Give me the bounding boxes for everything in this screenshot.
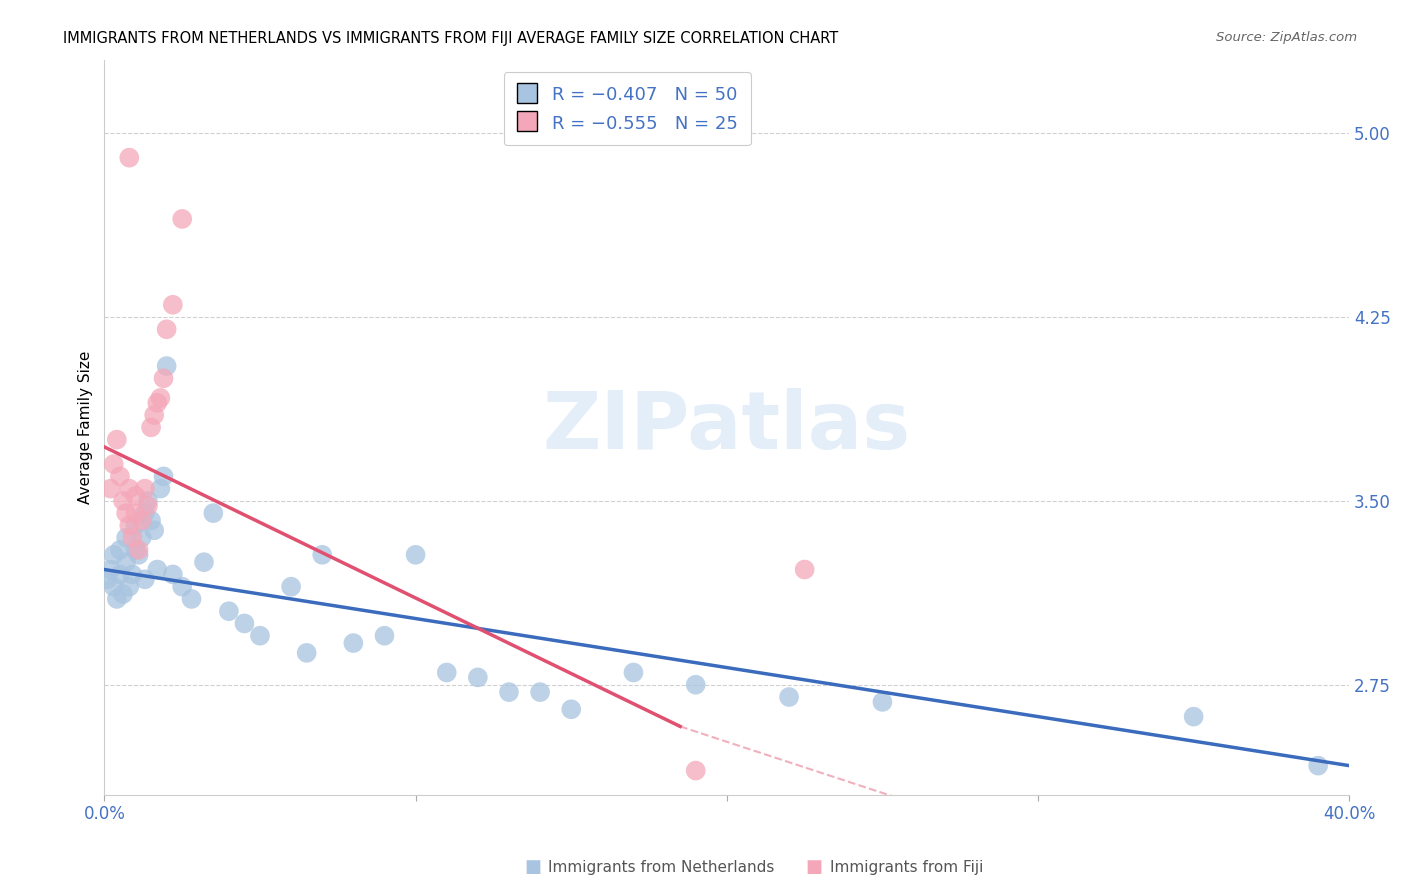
Point (136, 499, 159, 513)
Point (118, 518, 141, 533)
Point (156, 359, 179, 373)
Point (146, 562, 169, 576)
Point (105, 591, 128, 606)
Point (498, 685, 520, 699)
Point (311, 548, 333, 562)
Point (685, 764, 707, 778)
Point (134, 572, 156, 586)
Point (249, 629, 271, 643)
Point (143, 408, 166, 422)
Point (124, 518, 146, 533)
Point (280, 580, 302, 594)
Point (156, 322, 179, 336)
Point (108, 469, 131, 483)
Point (436, 665, 458, 680)
Point (103, 548, 125, 562)
Point (373, 629, 395, 643)
Point (793, 562, 815, 576)
Point (623, 665, 645, 680)
Point (105, 433, 128, 447)
Point (1308, 758, 1330, 772)
Point (103, 580, 125, 594)
Point (121, 531, 143, 545)
Point (124, 542, 146, 557)
Point (218, 604, 240, 618)
Point (112, 587, 135, 601)
Point (124, 506, 146, 520)
Text: Immigrants from Netherlands: Immigrants from Netherlands (548, 860, 775, 874)
Point (118, 482, 141, 496)
Point (134, 482, 156, 496)
Point (162, 298, 184, 312)
Text: ■: ■ (806, 858, 823, 876)
Text: Source: ZipAtlas.com: Source: ZipAtlas.com (1216, 31, 1357, 45)
Point (1182, 709, 1205, 723)
Point (100, 482, 122, 496)
Text: Immigrants from Fiji: Immigrants from Fiji (830, 860, 983, 874)
Point (685, 678, 707, 692)
Point (115, 531, 138, 545)
Point (233, 616, 256, 631)
Point (146, 396, 169, 410)
Point (560, 702, 582, 716)
Point (295, 646, 318, 660)
Text: IMMIGRANTS FROM NETHERLANDS VS IMMIGRANTS FROM FIJI AVERAGE FAMILY SIZE CORRELAT: IMMIGRANTS FROM NETHERLANDS VS IMMIGRANT… (63, 31, 838, 46)
Point (162, 567, 184, 582)
Text: ZIPatlas: ZIPatlas (543, 388, 911, 467)
Point (118, 151, 141, 165)
Point (108, 542, 131, 557)
Point (143, 524, 166, 538)
Y-axis label: Average Family Size: Average Family Size (79, 351, 93, 504)
Point (136, 494, 159, 508)
Point (112, 494, 135, 508)
Point (100, 562, 122, 576)
Point (96, 572, 118, 586)
Point (149, 391, 172, 405)
Point (124, 489, 146, 503)
Point (180, 591, 202, 606)
Text: ■: ■ (524, 858, 541, 876)
Point (103, 457, 125, 471)
Point (529, 685, 551, 699)
Point (202, 506, 225, 520)
Point (134, 506, 156, 520)
Point (152, 469, 174, 483)
Point (139, 514, 162, 528)
Point (193, 555, 215, 569)
Point (778, 690, 800, 704)
Point (108, 567, 131, 582)
Point (115, 506, 138, 520)
Point (128, 542, 150, 557)
Point (128, 548, 150, 562)
Point (115, 555, 138, 569)
Point (467, 670, 489, 684)
Legend: R = −0.407   N = 50, R = −0.555   N = 25: R = −0.407 N = 50, R = −0.555 N = 25 (503, 72, 751, 145)
Point (131, 531, 153, 545)
Point (118, 580, 141, 594)
Point (872, 695, 894, 709)
Point (405, 548, 427, 562)
Point (172, 580, 194, 594)
Point (121, 567, 143, 582)
Point (149, 482, 172, 496)
Point (172, 211, 194, 226)
Point (131, 514, 153, 528)
Point (342, 636, 364, 650)
Point (139, 420, 162, 434)
Point (152, 371, 174, 385)
